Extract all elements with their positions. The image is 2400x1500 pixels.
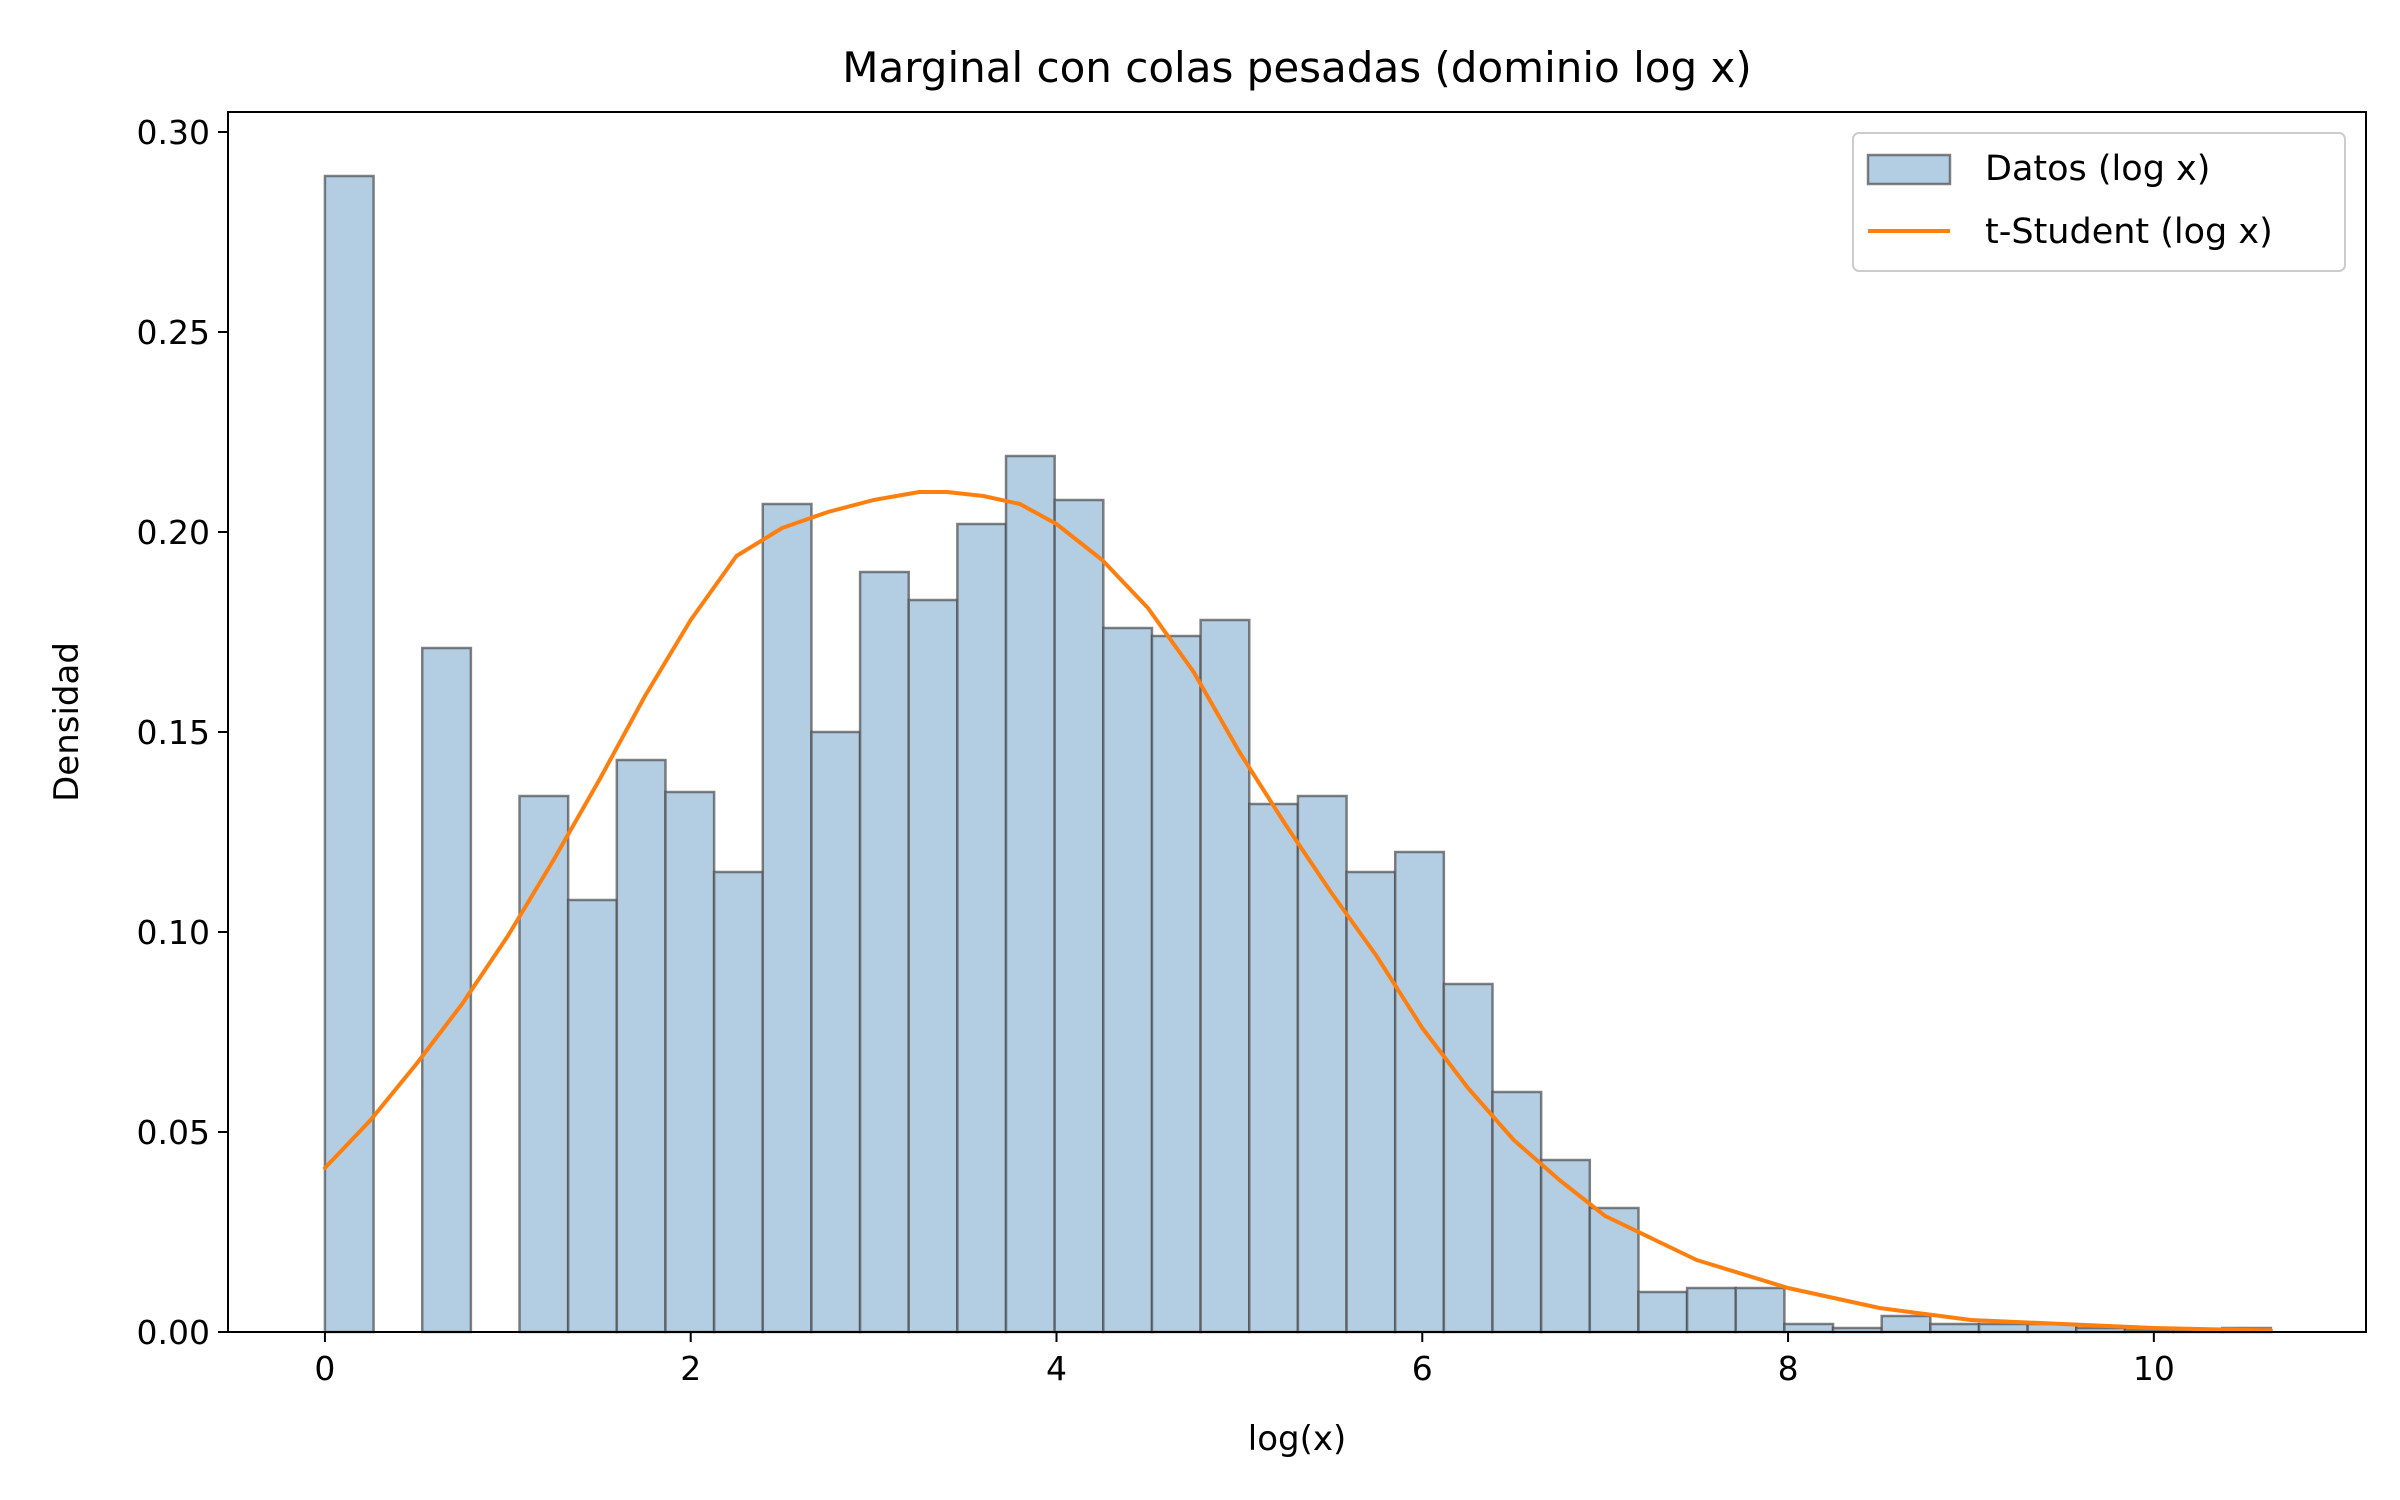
histogram-bar [858,570,910,1334]
x-tick-label: 4 [1046,1349,1067,1388]
y-tick-label: 0.10 [137,913,210,952]
histogram-bar [1393,850,1446,1334]
y-tick-label: 0.15 [137,713,210,752]
legend-swatch-histogram [1866,153,1952,186]
histogram-bar [1929,1322,1981,1334]
histogram-bar [1053,498,1105,1334]
histogram-bar [1345,870,1397,1334]
y-tick-label: 0.20 [137,513,210,552]
histogram-bar [1880,1314,1932,1334]
histogram-bar [956,522,1008,1334]
y-tick-label: 0.05 [137,1113,210,1152]
histogram-bar [1685,1286,1738,1334]
legend-box [1852,132,2346,272]
t-student-line [322,490,2273,1333]
legend-label-line: t-Student (log x) [1985,212,2273,252]
histogram-bar [420,646,473,1334]
histogram-bar [1442,982,1494,1334]
x-axis-label: log(x) [1248,1419,1346,1459]
histogram-bar [1783,1322,1835,1334]
histogram-bar [1004,454,1056,1334]
x-tick-label: 8 [1778,1349,1799,1388]
y-tick-label: 0.30 [137,113,210,152]
y-tick-label: 0.25 [137,313,210,352]
histogram-bar [712,870,765,1334]
x-tick-label: 10 [2133,1349,2175,1388]
histogram-bar [615,758,667,1334]
legend: Datos (log x) t-Student (log x) [1852,132,2346,272]
y-axis: 0.00 0.05 0.10 0.15 0.20 0.25 0.30 [137,113,228,1352]
histogram-bar [566,898,619,1334]
histogram-bar [810,730,862,1334]
y-axis-label: Densidad [47,642,87,802]
chart-title: Marginal con colas pesadas (dominio log … [842,43,1751,92]
histogram-bar [1102,626,1154,1334]
plot-area [227,111,2367,1334]
histogram-bar [1248,802,1300,1334]
histogram-bar [1539,1158,1592,1334]
y-tick-label: 0.00 [137,1313,210,1352]
legend-label-histogram: Datos (log x) [1985,149,2210,189]
histogram-bar [1491,1090,1543,1334]
x-tick-label: 0 [314,1349,335,1388]
histogram-bar [761,502,813,1334]
histogram-bar [907,598,959,1334]
histogram-bar [1150,634,1202,1334]
histogram-bar [1734,1286,1786,1334]
x-tick-label: 6 [1412,1349,1433,1388]
histogram-bar [1637,1290,1689,1334]
histogram-bars [323,174,2273,1334]
histogram-bar [1199,618,1251,1334]
x-axis: 0 2 4 6 8 10 [314,1332,2175,1388]
histogram-bar [664,790,716,1334]
x-tick-label: 2 [680,1349,701,1388]
plot-frame [227,111,2367,1333]
histogram-bar [1977,1322,2029,1334]
